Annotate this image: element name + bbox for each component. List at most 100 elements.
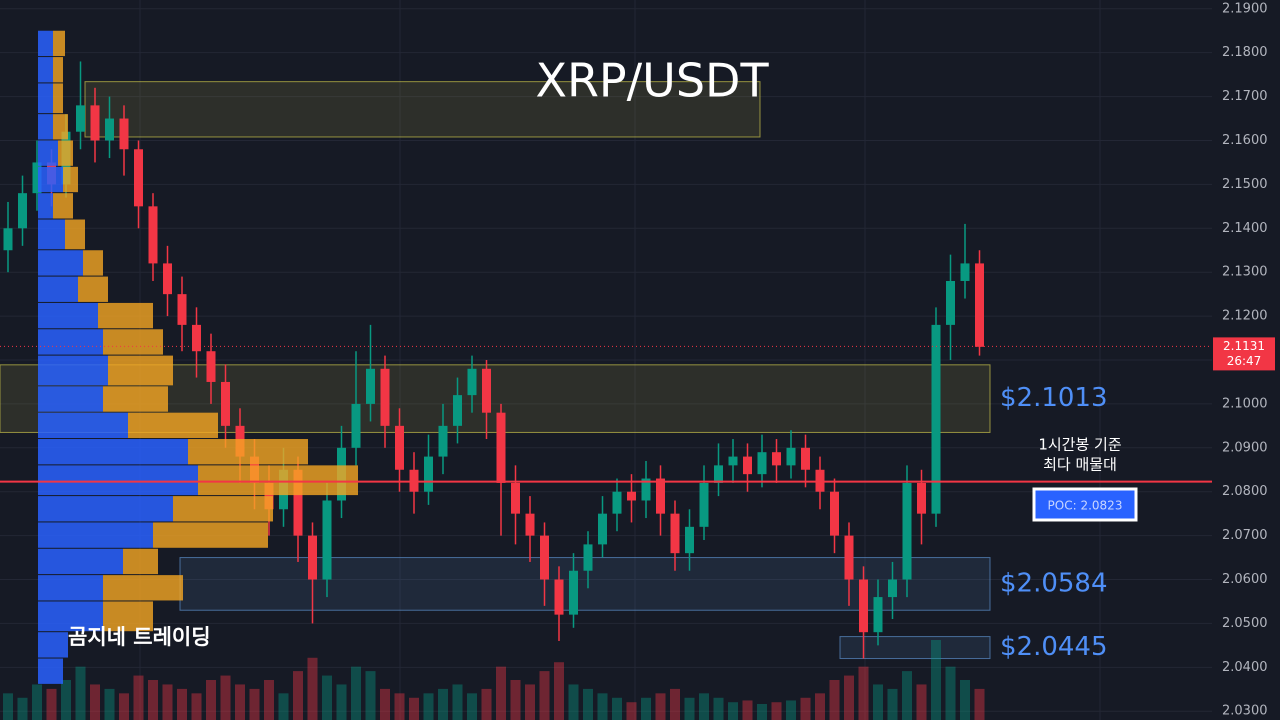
zone bbox=[839, 636, 991, 660]
volume-bar bbox=[322, 675, 332, 720]
candle-body bbox=[641, 478, 651, 501]
volume-bar bbox=[394, 693, 405, 720]
profile-buy bbox=[38, 465, 198, 496]
volume-bar bbox=[119, 693, 129, 720]
volume-bar bbox=[220, 675, 231, 720]
candle-body bbox=[801, 447, 810, 470]
profile-buy bbox=[38, 83, 53, 114]
volume-bar bbox=[90, 684, 100, 720]
candle-body bbox=[192, 324, 201, 352]
volume-bar bbox=[583, 688, 593, 720]
y-tick-label: 2.1000 bbox=[1222, 396, 1268, 411]
profile-sell bbox=[173, 496, 273, 522]
candle-body bbox=[888, 579, 897, 598]
volume-bar bbox=[960, 680, 970, 720]
volume-bar bbox=[307, 657, 318, 720]
profile-sell bbox=[65, 219, 85, 250]
volume-bar bbox=[162, 684, 173, 720]
candle-body bbox=[351, 403, 361, 448]
profile-sell bbox=[53, 57, 63, 83]
profile-sell bbox=[123, 548, 158, 575]
volume-bar bbox=[510, 680, 521, 720]
profile-buy bbox=[38, 166, 63, 193]
candle-body bbox=[424, 456, 433, 492]
candle-body bbox=[206, 351, 216, 382]
volume-bar bbox=[699, 693, 709, 720]
y-tick-label: 2.1400 bbox=[1222, 221, 1268, 236]
candle-body bbox=[786, 447, 796, 466]
volume-bar bbox=[742, 700, 753, 720]
profile-buy bbox=[38, 355, 108, 386]
poc-note: 1시간봉 기준 bbox=[1038, 436, 1122, 454]
candle-body bbox=[293, 469, 303, 536]
candle-body bbox=[743, 456, 752, 475]
profile-sell bbox=[103, 575, 183, 601]
candle-body bbox=[830, 491, 839, 536]
volume-bar bbox=[467, 693, 477, 720]
volume-bar bbox=[800, 697, 811, 720]
profile-buy bbox=[38, 496, 173, 522]
candle-body bbox=[105, 118, 114, 141]
zone-label: $2.0445 bbox=[1000, 632, 1108, 662]
candle-body bbox=[32, 162, 42, 194]
y-tick-label: 2.0600 bbox=[1222, 572, 1268, 587]
volume-bar bbox=[365, 671, 376, 720]
candle-body bbox=[76, 105, 85, 132]
profile-buy bbox=[38, 193, 53, 219]
profile-buy bbox=[38, 114, 53, 140]
candle-body bbox=[264, 482, 274, 510]
volume-bar bbox=[75, 666, 86, 720]
candle-body bbox=[511, 482, 520, 514]
volume-bar bbox=[568, 684, 579, 720]
volume-bar bbox=[17, 697, 28, 720]
candle-body bbox=[685, 526, 694, 554]
candle-body bbox=[177, 294, 187, 325]
volume-bar bbox=[46, 688, 57, 720]
profile-buy bbox=[38, 386, 103, 412]
profile-buy bbox=[38, 276, 78, 302]
volume-bar bbox=[3, 693, 13, 720]
y-tick-label: 2.0500 bbox=[1222, 616, 1268, 631]
candle-body bbox=[714, 465, 723, 483]
profile-sell bbox=[103, 329, 163, 355]
zone-label: $2.0584 bbox=[1000, 568, 1108, 598]
profile-sell bbox=[103, 386, 168, 412]
profile-buy bbox=[38, 57, 53, 83]
volume-bar bbox=[844, 675, 854, 720]
candle-body bbox=[902, 482, 912, 580]
y-tick-label: 2.1200 bbox=[1222, 309, 1268, 324]
volume-bar bbox=[133, 675, 144, 720]
candle-body bbox=[134, 149, 143, 207]
volume-bar bbox=[626, 702, 637, 720]
y-tick-label: 2.0800 bbox=[1222, 484, 1268, 499]
y-tick-label: 2.0900 bbox=[1222, 440, 1268, 455]
candle-body bbox=[438, 425, 448, 457]
volume-bar bbox=[177, 688, 187, 720]
volume-bar bbox=[945, 666, 956, 720]
profile-buy bbox=[38, 412, 128, 439]
candle-body bbox=[148, 206, 158, 264]
candle-body bbox=[772, 452, 781, 466]
volume-bar bbox=[554, 662, 564, 720]
volume-bar bbox=[728, 702, 738, 720]
volume-bar bbox=[351, 666, 361, 720]
volume-bar bbox=[974, 688, 985, 720]
watermark: 곰지네 트레이딩 bbox=[68, 625, 211, 649]
candle-body bbox=[975, 263, 984, 347]
volume-bar bbox=[481, 688, 492, 720]
profile-sell bbox=[53, 114, 68, 140]
profile-sell bbox=[58, 140, 73, 166]
y-tick-label: 2.1500 bbox=[1222, 177, 1268, 192]
volume-bar bbox=[206, 680, 216, 720]
profile-sell bbox=[78, 276, 108, 302]
volume-bar bbox=[409, 697, 419, 720]
volume-bar bbox=[191, 693, 202, 720]
volume-bar bbox=[887, 688, 898, 720]
candle-body bbox=[670, 513, 680, 554]
profile-buy bbox=[38, 329, 103, 355]
chart-title: XRP/USDT bbox=[535, 54, 769, 108]
profile-sell bbox=[108, 355, 173, 386]
candle-body bbox=[583, 544, 593, 571]
profile-buy bbox=[38, 302, 98, 329]
